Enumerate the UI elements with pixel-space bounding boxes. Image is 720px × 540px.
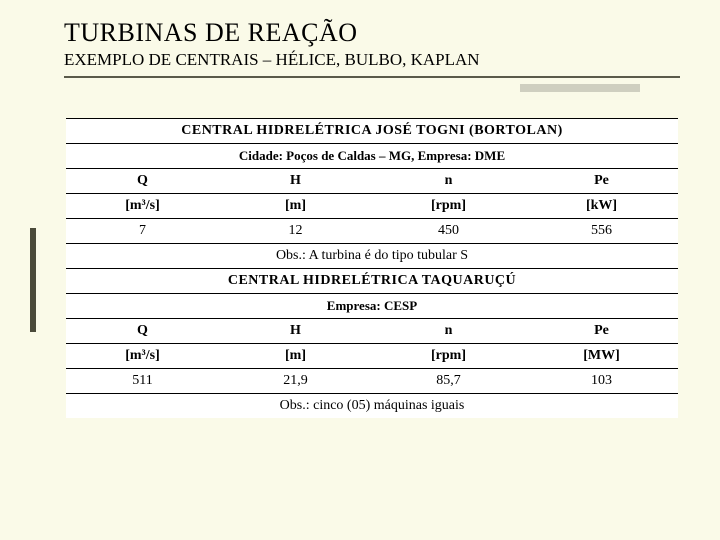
plant-subheader: Cidade: Poços de Caldas – MG, Empresa: D… bbox=[66, 144, 678, 169]
col-pe-unit: [kW] bbox=[525, 194, 678, 219]
col-h-unit: [m] bbox=[219, 194, 372, 219]
col-q-unit: [m³/s] bbox=[66, 194, 219, 219]
plant-header: CENTRAL HIDRELÉTRICA JOSÉ TOGNI (BORTOLA… bbox=[66, 119, 678, 144]
col-n-symbol: n bbox=[372, 319, 525, 344]
col-pe-value: 556 bbox=[525, 219, 678, 244]
col-n-value: 450 bbox=[372, 219, 525, 244]
col-h-unit: [m] bbox=[219, 344, 372, 369]
col-q-value: 511 bbox=[66, 369, 219, 394]
plant-obs: Obs.: cinco (05) máquinas iguais bbox=[66, 394, 678, 419]
col-n-unit: [rpm] bbox=[372, 194, 525, 219]
col-q-value: 7 bbox=[66, 219, 219, 244]
col-q-symbol: Q bbox=[66, 319, 219, 344]
col-n-unit: [rpm] bbox=[372, 344, 525, 369]
plant-header: CENTRAL HIDRELÉTRICA TAQUARUÇÚ bbox=[66, 269, 678, 294]
col-n-value: 85,7 bbox=[372, 369, 525, 394]
col-q-unit: [m³/s] bbox=[66, 344, 219, 369]
col-pe-symbol: Pe bbox=[525, 319, 678, 344]
col-h-symbol: H bbox=[219, 319, 372, 344]
col-h-symbol: H bbox=[219, 169, 372, 194]
title-block: TURBINAS DE REAÇÃO EXEMPLO DE CENTRAIS –… bbox=[0, 0, 720, 70]
plant-obs: Obs.: A turbina é do tipo tubular S bbox=[66, 244, 678, 269]
title-shadow bbox=[520, 84, 640, 92]
tables-container: CENTRAL HIDRELÉTRICA JOSÉ TOGNI (BORTOLA… bbox=[66, 118, 678, 418]
col-pe-value: 103 bbox=[525, 369, 678, 394]
plant-table-2: CENTRAL HIDRELÉTRICA TAQUARUÇÚ Empresa: … bbox=[66, 269, 678, 418]
left-accent-bar bbox=[30, 228, 36, 332]
col-pe-symbol: Pe bbox=[525, 169, 678, 194]
title-underline bbox=[64, 76, 680, 78]
plant-table-1: CENTRAL HIDRELÉTRICA JOSÉ TOGNI (BORTOLA… bbox=[66, 118, 678, 269]
col-h-value: 21,9 bbox=[219, 369, 372, 394]
col-n-symbol: n bbox=[372, 169, 525, 194]
col-h-value: 12 bbox=[219, 219, 372, 244]
col-pe-unit: [MW] bbox=[525, 344, 678, 369]
col-q-symbol: Q bbox=[66, 169, 219, 194]
page-subtitle: EXEMPLO DE CENTRAIS – HÉLICE, BULBO, KAP… bbox=[64, 50, 720, 70]
page-title: TURBINAS DE REAÇÃO bbox=[64, 18, 720, 48]
plant-subheader: Empresa: CESP bbox=[66, 294, 678, 319]
